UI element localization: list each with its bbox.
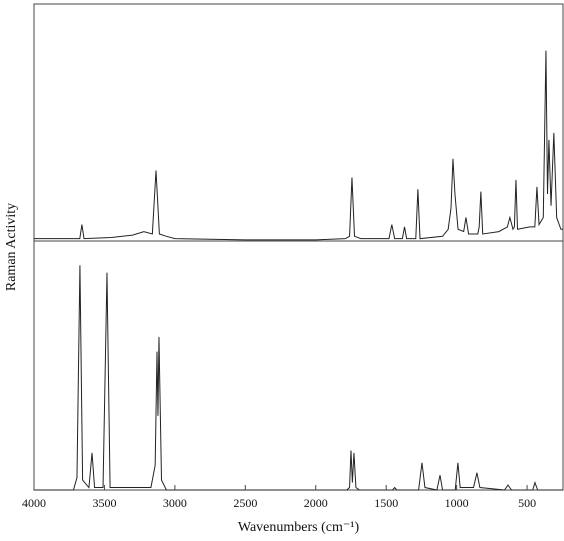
x-tick-label: 4000 bbox=[22, 496, 46, 510]
x-tick-label: 1000 bbox=[445, 496, 469, 510]
spectrum-line bbox=[34, 265, 563, 491]
x-tick-label: 3000 bbox=[163, 496, 187, 510]
x-tick-label: 3500 bbox=[92, 496, 116, 510]
x-tick-label: 500 bbox=[518, 496, 536, 510]
y-axis-label: Raman Activity bbox=[4, 203, 19, 291]
x-tick-label: 2500 bbox=[233, 496, 257, 510]
x-axis-label: Wavenumbers (cm⁻¹) bbox=[238, 520, 360, 535]
x-tick-label: 2000 bbox=[304, 496, 328, 510]
x-tick-label: 1500 bbox=[374, 496, 398, 510]
spectrum-line bbox=[34, 50, 563, 241]
plot-frame bbox=[33, 3, 564, 491]
